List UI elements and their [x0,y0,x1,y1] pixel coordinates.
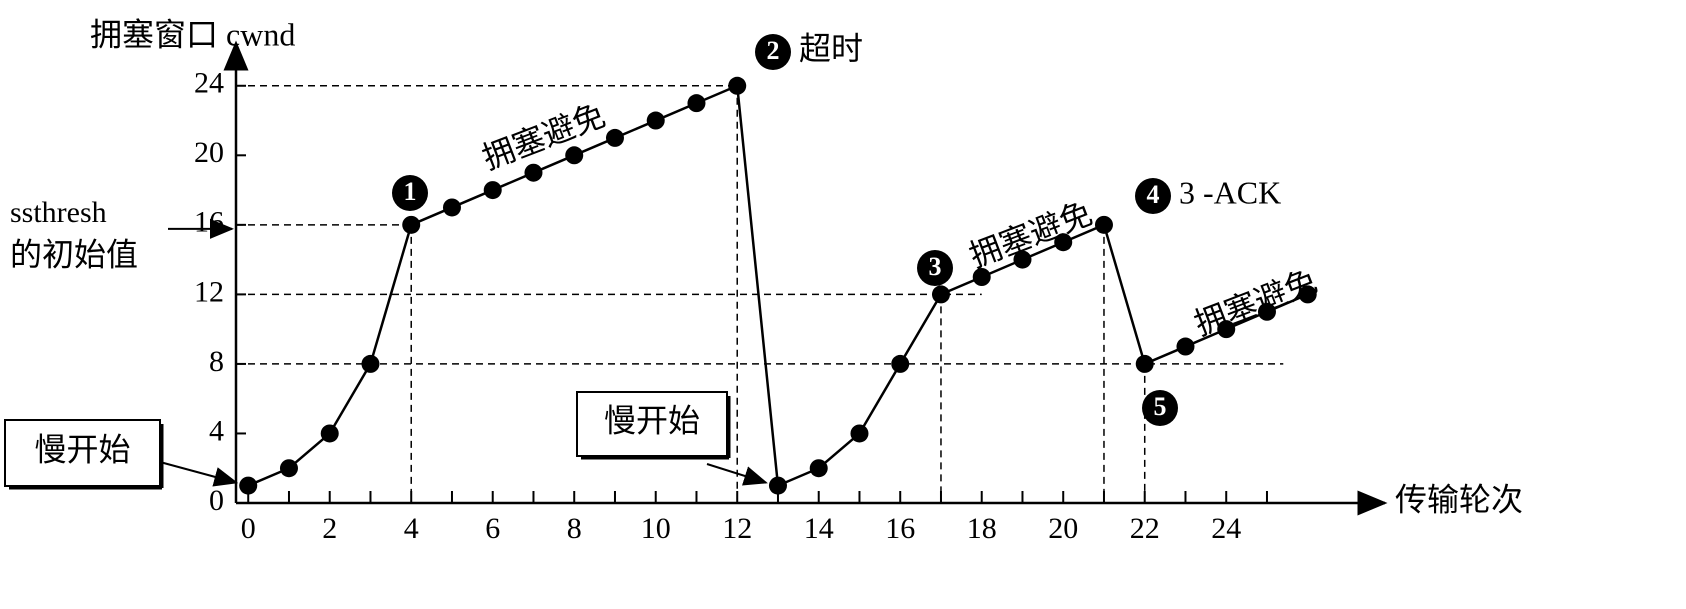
phase-label: 慢开始 [34,431,130,467]
data-point [1135,354,1154,373]
x-tick-label: 8 [567,512,582,545]
phase-label: 拥塞避免 [477,97,609,176]
data-point [1013,250,1032,269]
data-point [442,198,461,217]
data-point [972,268,991,286]
y-tick-label: 8 [209,345,224,378]
event-marker [917,250,953,286]
x-tick-label: 20 [1048,512,1078,545]
y-tick-label: 12 [194,275,224,308]
event-marker [1142,390,1178,426]
data-point [1176,337,1195,356]
phase-box [576,391,728,457]
x-tick-label: 12 [722,512,752,545]
event-number: 2 [767,36,780,65]
data-point [646,111,665,130]
data-point [565,146,584,165]
data-point [1298,285,1317,304]
data-point [605,128,624,147]
data-point [809,459,828,478]
data-point [483,181,502,200]
event-marker [392,175,428,211]
y-axis-title: 拥塞窗口 cwnd [90,16,295,52]
y-tick-label: 4 [209,414,224,447]
x-tick-label: 24 [1211,512,1241,545]
data-point [1094,215,1113,234]
x-tick-label: 6 [485,512,500,545]
phase-label: 慢开始 [604,402,700,438]
data-point [768,476,787,495]
series-line [247,83,1309,488]
data-point [931,285,950,304]
data-point [850,424,869,443]
event-number: 1 [404,177,417,206]
x-tick-label: 18 [967,512,997,545]
data-point [320,424,339,443]
phase-box [4,419,161,487]
event-number: 5 [1154,392,1167,421]
phase-label: 拥塞避免 [1189,263,1321,342]
data-point [239,476,258,495]
phase-arrow [706,463,768,486]
x-tick-label: 22 [1130,512,1160,545]
data-point [891,354,910,373]
data-point [1217,320,1236,339]
data-point [279,459,298,478]
event-number: 4 [1147,180,1160,209]
y-tick-label: 24 [194,67,224,100]
data-point [361,354,380,373]
data-point [1054,233,1073,252]
event-number: 3 [929,252,942,281]
event-marker [1135,178,1171,214]
x-axis-title: 传输轮次 [1395,481,1523,517]
y-tick-label: 16 [194,206,224,239]
data-point [687,94,706,113]
data-point [1257,302,1276,321]
event-marker [755,34,791,70]
phase-arrow [159,461,239,487]
data-point [524,163,543,182]
x-tick-label: 10 [641,512,671,545]
data-point [402,215,421,234]
x-tick-label: 16 [885,512,915,545]
event-label: 3 -ACK [1179,174,1281,210]
x-tick-label: 4 [404,512,419,545]
y-tick-label: 0 [209,484,224,517]
ssthresh-label: ssthresh [10,196,107,229]
x-tick-label: 2 [322,512,337,545]
event-label: 超时 [799,30,863,66]
data-point [728,76,747,95]
ssthresh-label: 的初始值 [10,236,138,272]
x-tick-label: 14 [804,512,834,545]
y-tick-label: 20 [194,136,224,169]
x-tick-label: 0 [241,512,256,545]
